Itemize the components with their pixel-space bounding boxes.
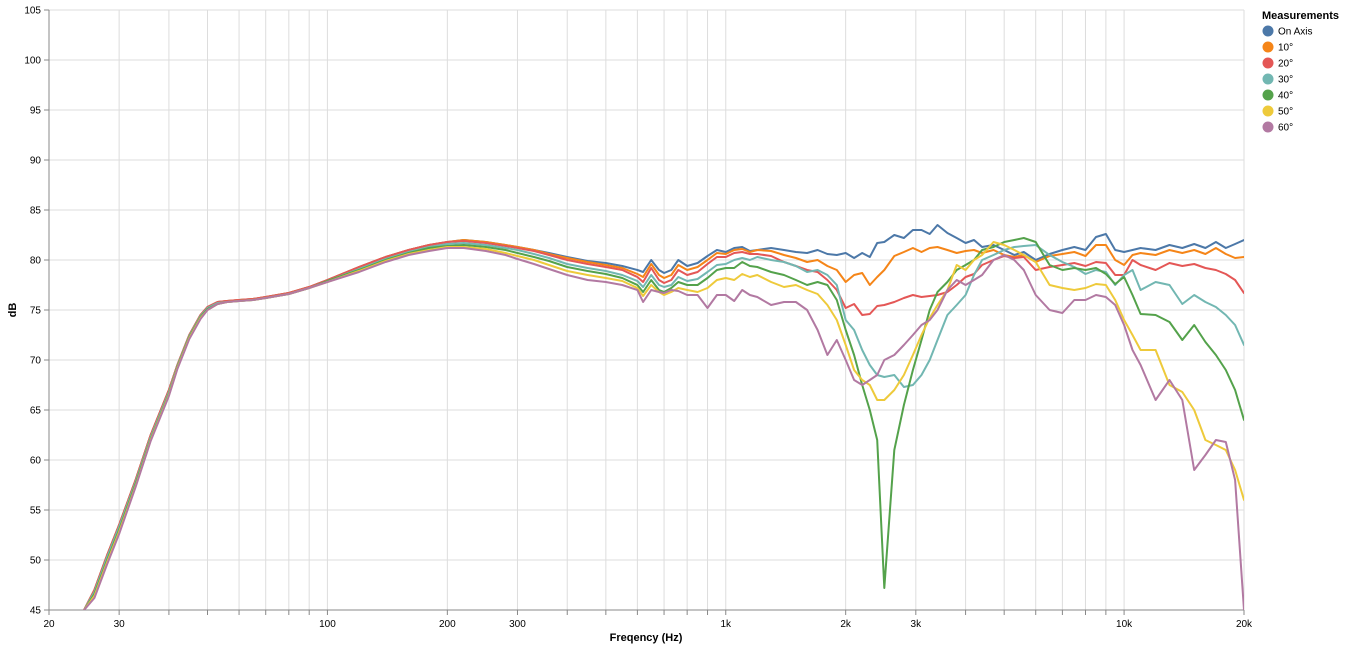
legend-item-50deg[interactable]: 50° xyxy=(1262,105,1294,118)
legend-swatch xyxy=(1262,121,1274,133)
x-tick-label: 10k xyxy=(1116,619,1133,630)
y-axis-title: dB xyxy=(7,303,19,318)
legend-item-on-axis[interactable]: On Axis xyxy=(1262,25,1313,38)
x-tick-label: 30 xyxy=(114,619,126,630)
legend-label: 10° xyxy=(1278,43,1293,54)
legend-swatch xyxy=(1262,73,1274,85)
series-line-60deg xyxy=(83,247,1244,610)
y-tick-label: 60 xyxy=(30,456,42,467)
y-tick-label: 75 xyxy=(30,306,42,317)
legend-label: 30° xyxy=(1278,75,1293,86)
legend-item-40deg[interactable]: 40° xyxy=(1262,89,1294,102)
y-tick-label: 80 xyxy=(30,256,42,267)
x-tick-label: 20k xyxy=(1236,619,1253,630)
y-tick-label: 45 xyxy=(30,606,42,617)
y-tick-label: 70 xyxy=(30,356,42,367)
y-tick-label: 55 xyxy=(30,506,42,517)
legend-item-30deg[interactable]: 30° xyxy=(1262,73,1294,86)
legend-label: 60° xyxy=(1278,123,1293,134)
legend-swatch xyxy=(1262,89,1274,101)
legend-item-10deg[interactable]: 10° xyxy=(1262,41,1294,54)
y-tick-label: 95 xyxy=(30,106,42,117)
axes: 20 30 100 200 300 1k 2k 3k 10k 20k 45 50 55 60 65 70 75 8… xyxy=(24,6,1253,631)
legend-item-60deg[interactable]: 60° xyxy=(1262,121,1294,134)
x-axis-title: Freqency (Hz) xyxy=(610,632,683,644)
x-tick-label: 200 xyxy=(439,619,456,630)
legend-label: 40° xyxy=(1278,91,1293,102)
series-lines xyxy=(83,224,1244,610)
legend-items: On Axis 10° 20° 30° 40° 50° 60° xyxy=(1262,25,1313,134)
legend-swatch xyxy=(1262,105,1274,117)
x-tick-label: 3k xyxy=(911,619,923,630)
y-tick-label: 105 xyxy=(24,6,41,17)
x-tick-label: 2k xyxy=(840,619,852,630)
legend-label: 20° xyxy=(1278,59,1293,70)
legend-label: On Axis xyxy=(1278,27,1312,38)
legend-label: 50° xyxy=(1278,107,1293,118)
y-tick-label: 85 xyxy=(30,206,42,217)
x-tick-label: 20 xyxy=(43,619,55,630)
legend-swatch xyxy=(1262,41,1274,53)
legend-item-20deg[interactable]: 20° xyxy=(1262,57,1294,70)
y-tick-label: 50 xyxy=(30,556,42,567)
legend-title: Measurements xyxy=(1262,10,1339,22)
x-tick-label: 100 xyxy=(319,619,336,630)
y-tick-label: 90 xyxy=(30,156,42,167)
y-tick-label: 65 xyxy=(30,406,42,417)
y-tick-label: 100 xyxy=(24,56,41,67)
x-tick-label: 300 xyxy=(509,619,526,630)
legend-swatch xyxy=(1262,25,1274,37)
legend-swatch xyxy=(1262,57,1274,69)
legend: Measurements On Axis 10° 20° 30° 40° 50° 60° xyxy=(1262,10,1339,134)
x-tick-label: 1k xyxy=(720,619,732,630)
